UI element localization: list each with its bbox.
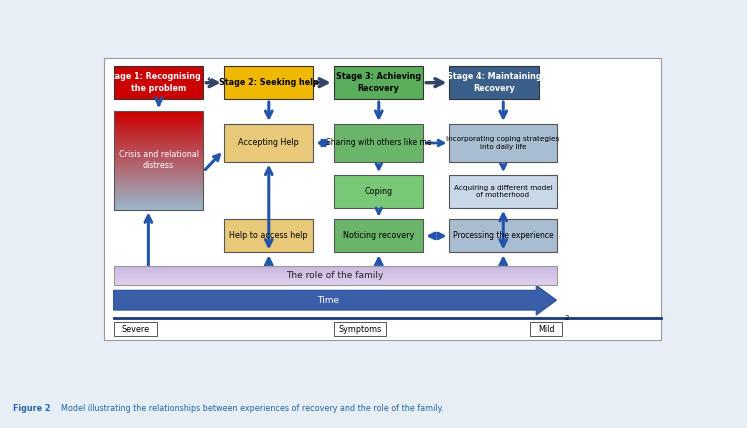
FancyBboxPatch shape	[450, 175, 557, 208]
FancyBboxPatch shape	[114, 172, 203, 174]
Text: Severe: Severe	[121, 324, 149, 333]
FancyBboxPatch shape	[114, 208, 203, 210]
FancyBboxPatch shape	[114, 204, 203, 205]
FancyBboxPatch shape	[114, 140, 203, 143]
FancyBboxPatch shape	[450, 220, 557, 253]
Text: The role of the family: The role of the family	[286, 271, 384, 280]
FancyBboxPatch shape	[114, 190, 203, 192]
FancyBboxPatch shape	[114, 143, 203, 144]
FancyBboxPatch shape	[114, 176, 203, 178]
FancyBboxPatch shape	[104, 58, 661, 340]
Text: 2: 2	[564, 315, 568, 321]
Text: Sharing with others like me: Sharing with others like me	[326, 138, 431, 147]
FancyBboxPatch shape	[114, 121, 203, 122]
FancyBboxPatch shape	[450, 66, 539, 99]
FancyBboxPatch shape	[114, 188, 203, 190]
Text: Stage 3: Achieving
Recovery: Stage 3: Achieving Recovery	[336, 72, 421, 93]
Text: Noticing recovery: Noticing recovery	[343, 232, 414, 241]
FancyBboxPatch shape	[114, 113, 203, 115]
FancyBboxPatch shape	[114, 158, 203, 160]
FancyBboxPatch shape	[114, 131, 203, 132]
Text: Help to access help: Help to access help	[229, 232, 308, 241]
Text: Crisis and relational
distress: Crisis and relational distress	[119, 150, 199, 170]
Text: Accepting Help: Accepting Help	[238, 138, 299, 147]
FancyBboxPatch shape	[114, 170, 203, 172]
FancyArrow shape	[114, 285, 557, 315]
FancyBboxPatch shape	[114, 168, 203, 170]
FancyBboxPatch shape	[114, 166, 203, 168]
FancyBboxPatch shape	[114, 134, 203, 137]
Text: Time: Time	[317, 296, 339, 305]
FancyBboxPatch shape	[334, 66, 424, 99]
Text: Stage 2: Seeking help: Stage 2: Seeking help	[219, 78, 318, 87]
Text: Mild: Mild	[538, 324, 554, 333]
FancyBboxPatch shape	[114, 116, 203, 119]
FancyBboxPatch shape	[114, 115, 203, 116]
FancyBboxPatch shape	[334, 124, 424, 162]
FancyBboxPatch shape	[114, 180, 203, 182]
Text: Stage 1: Recognising of
the problem: Stage 1: Recognising of the problem	[105, 72, 212, 93]
FancyBboxPatch shape	[114, 150, 203, 152]
FancyBboxPatch shape	[223, 220, 314, 253]
FancyBboxPatch shape	[114, 132, 203, 134]
FancyBboxPatch shape	[114, 146, 203, 148]
FancyBboxPatch shape	[114, 122, 203, 125]
FancyBboxPatch shape	[114, 321, 157, 336]
FancyBboxPatch shape	[450, 124, 557, 162]
FancyBboxPatch shape	[114, 138, 203, 140]
FancyBboxPatch shape	[114, 186, 203, 188]
FancyBboxPatch shape	[114, 128, 203, 131]
FancyBboxPatch shape	[114, 184, 203, 186]
FancyBboxPatch shape	[114, 196, 203, 198]
FancyBboxPatch shape	[334, 321, 385, 336]
FancyBboxPatch shape	[114, 119, 203, 121]
Text: Acquiring a different model
of motherhood: Acquiring a different model of motherhoo…	[453, 184, 552, 198]
FancyBboxPatch shape	[114, 199, 203, 202]
FancyBboxPatch shape	[334, 175, 424, 208]
FancyBboxPatch shape	[114, 182, 203, 184]
FancyBboxPatch shape	[114, 174, 203, 176]
FancyBboxPatch shape	[114, 111, 203, 113]
FancyBboxPatch shape	[114, 198, 203, 199]
FancyBboxPatch shape	[114, 66, 203, 99]
Text: Incorporating coping strategies
into daily life: Incorporating coping strategies into dai…	[447, 136, 560, 150]
Text: Stage 4: Maintaining
Recovery: Stage 4: Maintaining Recovery	[447, 72, 542, 93]
Text: Processing the experience: Processing the experience	[453, 232, 554, 241]
FancyBboxPatch shape	[530, 321, 562, 336]
FancyBboxPatch shape	[114, 156, 203, 158]
FancyBboxPatch shape	[114, 202, 203, 204]
FancyBboxPatch shape	[114, 125, 203, 127]
FancyBboxPatch shape	[114, 178, 203, 180]
FancyBboxPatch shape	[114, 137, 203, 138]
FancyBboxPatch shape	[114, 154, 203, 156]
Text: Coping: Coping	[365, 187, 393, 196]
FancyBboxPatch shape	[114, 152, 203, 154]
FancyBboxPatch shape	[114, 205, 203, 208]
FancyBboxPatch shape	[114, 144, 203, 146]
Text: Symptoms: Symptoms	[338, 324, 381, 333]
Text: Model illustrating the relationships between experiences of recovery and the rol: Model illustrating the relationships bet…	[61, 404, 443, 413]
FancyBboxPatch shape	[114, 194, 203, 196]
FancyBboxPatch shape	[114, 162, 203, 164]
FancyBboxPatch shape	[114, 192, 203, 194]
Text: Figure 2: Figure 2	[13, 404, 54, 413]
FancyBboxPatch shape	[334, 220, 424, 253]
FancyBboxPatch shape	[114, 127, 203, 128]
FancyBboxPatch shape	[114, 160, 203, 162]
FancyBboxPatch shape	[114, 164, 203, 166]
FancyBboxPatch shape	[114, 148, 203, 150]
FancyBboxPatch shape	[223, 66, 314, 99]
FancyBboxPatch shape	[223, 124, 314, 162]
